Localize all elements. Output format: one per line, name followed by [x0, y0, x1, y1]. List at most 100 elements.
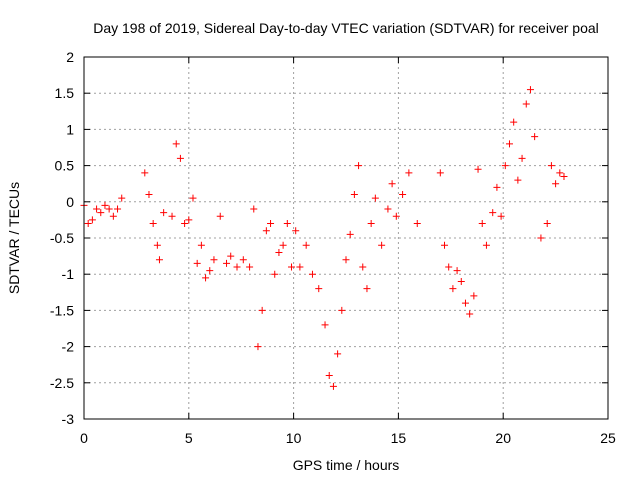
- data-point: [292, 227, 300, 235]
- data-point: [552, 180, 560, 188]
- data-point: [149, 220, 157, 228]
- data-point: [547, 162, 555, 170]
- chart-title: Day 198 of 2019, Sidereal Day-to-day VTE…: [93, 20, 599, 36]
- data-point: [493, 183, 501, 191]
- y-tick-label: -1.5: [50, 302, 74, 318]
- data-point: [522, 100, 530, 108]
- y-axis-label: SDTVAR / TECUs: [6, 182, 22, 294]
- data-point: [334, 350, 342, 358]
- y-tick-label: 0: [66, 194, 74, 210]
- x-tick-label: 20: [495, 430, 511, 446]
- data-point: [141, 169, 149, 177]
- x-tick-label: 0: [80, 430, 88, 446]
- data-point: [518, 154, 526, 162]
- data-point: [118, 194, 126, 202]
- y-tick-label: -3: [62, 411, 75, 427]
- data-point: [202, 274, 210, 282]
- data-point: [342, 256, 350, 264]
- data-point: [254, 343, 262, 351]
- x-tick-label: 10: [286, 430, 302, 446]
- data-point: [216, 212, 224, 220]
- data-point: [210, 256, 218, 264]
- data-point: [109, 212, 117, 220]
- data-points: [80, 86, 568, 390]
- data-point: [363, 285, 371, 293]
- data-point: [114, 205, 122, 213]
- x-tick-labels: 0 5 10 15 20 25: [80, 430, 616, 446]
- data-point: [371, 194, 379, 202]
- data-point: [489, 209, 497, 217]
- data-point: [556, 169, 564, 177]
- y-tick-label: -1: [62, 266, 75, 282]
- data-point: [449, 285, 457, 293]
- data-point: [258, 306, 266, 314]
- y-tick-label: 0.5: [55, 158, 75, 174]
- data-point: [97, 209, 105, 217]
- data-point: [441, 241, 449, 249]
- data-point: [413, 220, 421, 228]
- data-point: [206, 267, 214, 275]
- y-tick-label: 1.5: [55, 85, 75, 101]
- data-point: [367, 220, 375, 228]
- data-point: [457, 277, 465, 285]
- data-point: [93, 205, 101, 213]
- data-point: [405, 169, 413, 177]
- data-point: [388, 180, 396, 188]
- data-point: [359, 263, 367, 271]
- data-point: [267, 220, 275, 228]
- data-point: [355, 162, 363, 170]
- data-point: [160, 209, 168, 217]
- data-point: [384, 205, 392, 213]
- data-point: [531, 133, 539, 141]
- data-point: [392, 212, 400, 220]
- data-point: [168, 212, 176, 220]
- y-tick-label: -0.5: [50, 230, 74, 246]
- data-point: [193, 259, 201, 267]
- data-point: [250, 205, 258, 213]
- data-point: [478, 220, 486, 228]
- y-tick-labels: -3 -2.5 -2 -1.5 -1 -0.5 0 0.5 1 1.5 2: [50, 49, 74, 427]
- data-point: [227, 252, 235, 260]
- data-point: [288, 263, 296, 271]
- data-point: [84, 220, 92, 228]
- data-point: [197, 241, 205, 249]
- data-point: [239, 256, 247, 264]
- data-point: [275, 248, 283, 256]
- data-point: [325, 372, 333, 380]
- data-point: [176, 154, 184, 162]
- data-point: [461, 299, 469, 307]
- data-point: [350, 191, 358, 199]
- x-tick-label: 25: [600, 430, 616, 446]
- data-point: [233, 263, 241, 271]
- y-tick-label: 2: [66, 49, 74, 65]
- data-point: [482, 241, 490, 249]
- y-tick-label: 1: [66, 121, 74, 137]
- data-point: [543, 220, 551, 228]
- data-point: [510, 118, 518, 126]
- x-axis-label: GPS time / hours: [293, 457, 400, 473]
- data-point: [399, 191, 407, 199]
- x-tick-label: 15: [391, 430, 407, 446]
- data-point: [296, 263, 304, 271]
- data-point: [321, 321, 329, 329]
- data-point: [223, 259, 231, 267]
- y-tick-label: -2: [62, 339, 75, 355]
- x-tick-label: 5: [185, 430, 193, 446]
- data-point: [172, 140, 180, 148]
- data-point: [246, 263, 254, 271]
- data-point: [185, 216, 193, 224]
- data-point: [470, 292, 478, 300]
- data-point: [526, 86, 534, 94]
- data-point: [105, 205, 113, 213]
- data-point: [453, 267, 461, 275]
- data-point: [537, 234, 545, 242]
- data-point: [378, 241, 386, 249]
- data-point: [329, 382, 337, 390]
- data-point: [436, 169, 444, 177]
- data-point: [302, 241, 310, 249]
- data-point: [466, 310, 474, 318]
- data-point: [514, 176, 522, 184]
- data-point: [497, 212, 505, 220]
- data-point: [505, 140, 513, 148]
